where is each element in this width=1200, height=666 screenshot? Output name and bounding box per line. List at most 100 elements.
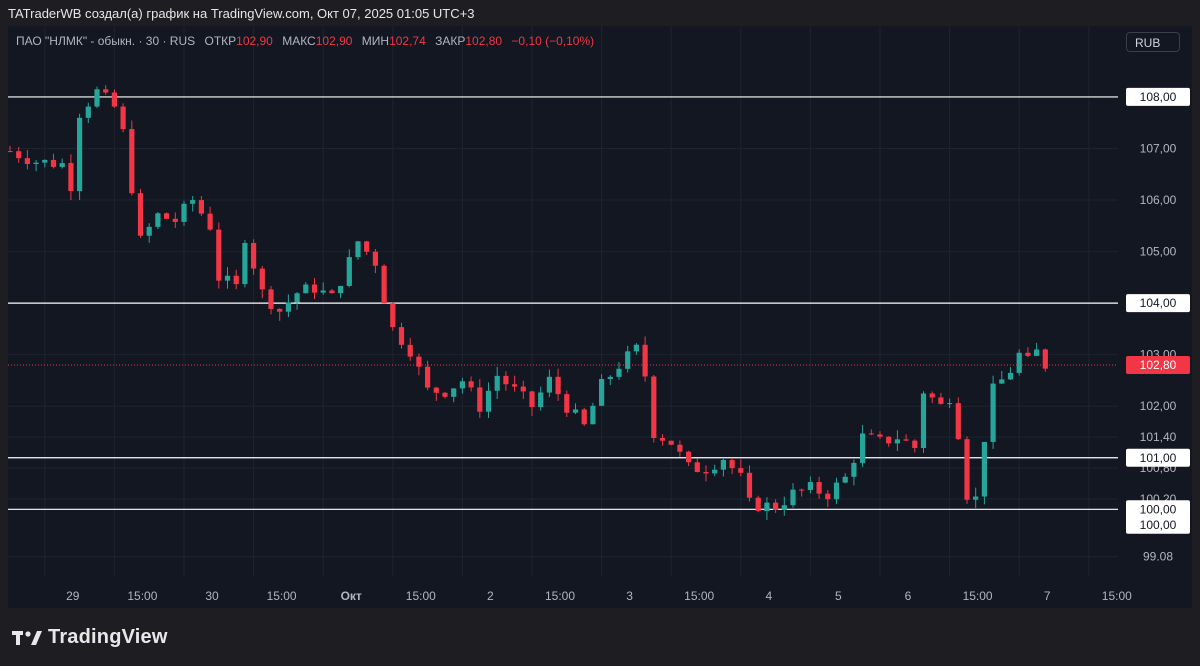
horizontal-levels <box>8 96 1118 510</box>
candle-body <box>181 203 187 222</box>
candle-body <box>16 151 22 159</box>
candle-body <box>277 308 283 312</box>
candle-body <box>886 436 892 444</box>
price-tick-label: 106,00 <box>1140 193 1177 207</box>
price-axis: 107,00106,00105,00103,00102,00101,40100,… <box>1126 87 1190 564</box>
candle-body <box>816 482 822 494</box>
candle-body <box>1025 352 1031 356</box>
level-label: 100,00 <box>1140 502 1177 516</box>
candle-body <box>77 117 83 192</box>
candle-body <box>990 383 996 442</box>
candle-body <box>686 451 692 463</box>
level-label: 104,00 <box>1140 296 1177 310</box>
candle-body <box>955 403 961 440</box>
candle-body <box>755 497 761 511</box>
candle-body <box>338 285 344 294</box>
level-label-bg <box>1126 500 1190 519</box>
candle-body <box>912 440 918 448</box>
level-label: 101,00 <box>1140 451 1177 465</box>
candle-body <box>416 356 422 367</box>
candle-body <box>129 129 135 194</box>
time-tick-label: 15:00 <box>684 589 714 603</box>
candle-body <box>111 92 117 107</box>
time-tick-label: 6 <box>905 589 912 603</box>
time-tick-label: 2 <box>487 589 494 603</box>
time-tick-label: 3 <box>626 589 633 603</box>
candle-body <box>746 472 753 498</box>
candle-body <box>833 482 840 500</box>
candle-series <box>8 85 1048 520</box>
candle-body <box>764 502 770 511</box>
candle-body <box>572 409 579 413</box>
candle-body <box>981 441 987 497</box>
price-chart[interactable]: 107,00106,00105,00103,00102,00101,40100,… <box>8 26 1192 608</box>
candle-body <box>529 391 535 408</box>
candle-body <box>381 265 387 304</box>
candle-body <box>459 381 465 389</box>
symbol-name: ПАО "НЛМК" - обыкн. · 30 · RUS <box>16 34 196 48</box>
candle-body <box>555 376 561 395</box>
open-value: 102,90 <box>236 34 273 48</box>
price-tick-label: 101,40 <box>1140 430 1177 444</box>
candle-body <box>642 344 648 377</box>
level-label-bg <box>1126 87 1190 106</box>
time-tick-label: 7 <box>1044 589 1051 603</box>
candle-body <box>938 397 944 404</box>
candle-body <box>677 444 683 452</box>
high-value: 102,90 <box>315 34 353 48</box>
chart-panel[interactable]: 107,00 106,00 105,00 103,00 102,00 101,40 100,… <box>8 26 1192 608</box>
price-tick-label: 105,00 <box>1140 245 1177 259</box>
time-tick-label: 15:00 <box>1102 589 1132 603</box>
candle-body <box>233 275 239 285</box>
candle-body <box>103 89 109 93</box>
candle-body <box>581 409 587 425</box>
change-value: −0,10 (−0,10%) <box>511 34 595 48</box>
time-tick-label: 29 <box>66 589 80 603</box>
candle-body <box>164 213 170 219</box>
candle-body <box>512 384 518 387</box>
tradingview-brand: TradingView <box>48 626 168 648</box>
candle-body <box>207 213 213 230</box>
candle-body <box>468 381 474 388</box>
candle-body <box>868 433 874 435</box>
candle-body <box>329 290 335 294</box>
level-label-bg <box>1126 515 1190 534</box>
candle-body <box>668 440 674 445</box>
candle-body <box>503 375 509 385</box>
price-tick-label: 99.08 <box>1143 550 1173 564</box>
candle-body <box>973 496 979 500</box>
time-tick-label: Окт <box>341 589 362 603</box>
candle-body <box>485 390 492 412</box>
tradingview-logo[interactable]: TradingView <box>12 626 168 649</box>
candle-body <box>694 462 700 473</box>
candle-body <box>1007 372 1014 380</box>
candle-body <box>860 433 866 463</box>
currency-selector[interactable]: RUB <box>1126 32 1180 52</box>
candle-body <box>372 251 378 266</box>
candle-body <box>877 434 883 437</box>
chart-grid <box>8 26 1118 576</box>
candle-body <box>1034 349 1040 356</box>
time-tick-label: 15:00 <box>267 589 297 603</box>
time-tick-label: 15:00 <box>127 589 157 603</box>
candle-body <box>651 376 657 438</box>
candle-body <box>633 344 639 352</box>
candle-body <box>1016 352 1022 373</box>
candle-body <box>311 284 318 293</box>
chart-attribution: TATraderWB создал(а) график на TradingVi… <box>8 6 475 21</box>
candle-body <box>477 387 483 412</box>
candle-body <box>268 289 274 309</box>
candle-body <box>242 242 248 285</box>
candle-body <box>8 151 13 153</box>
candle-body <box>172 218 178 222</box>
candle-body <box>190 200 196 204</box>
candle-body <box>398 327 405 345</box>
candle-body <box>659 437 666 441</box>
tradingview-icon <box>12 630 42 645</box>
candle-body <box>1042 349 1048 369</box>
candle-body <box>738 468 744 473</box>
candle-body <box>146 226 152 236</box>
candle-body <box>224 275 231 281</box>
candle-body <box>24 158 30 165</box>
candle-body <box>390 303 396 328</box>
